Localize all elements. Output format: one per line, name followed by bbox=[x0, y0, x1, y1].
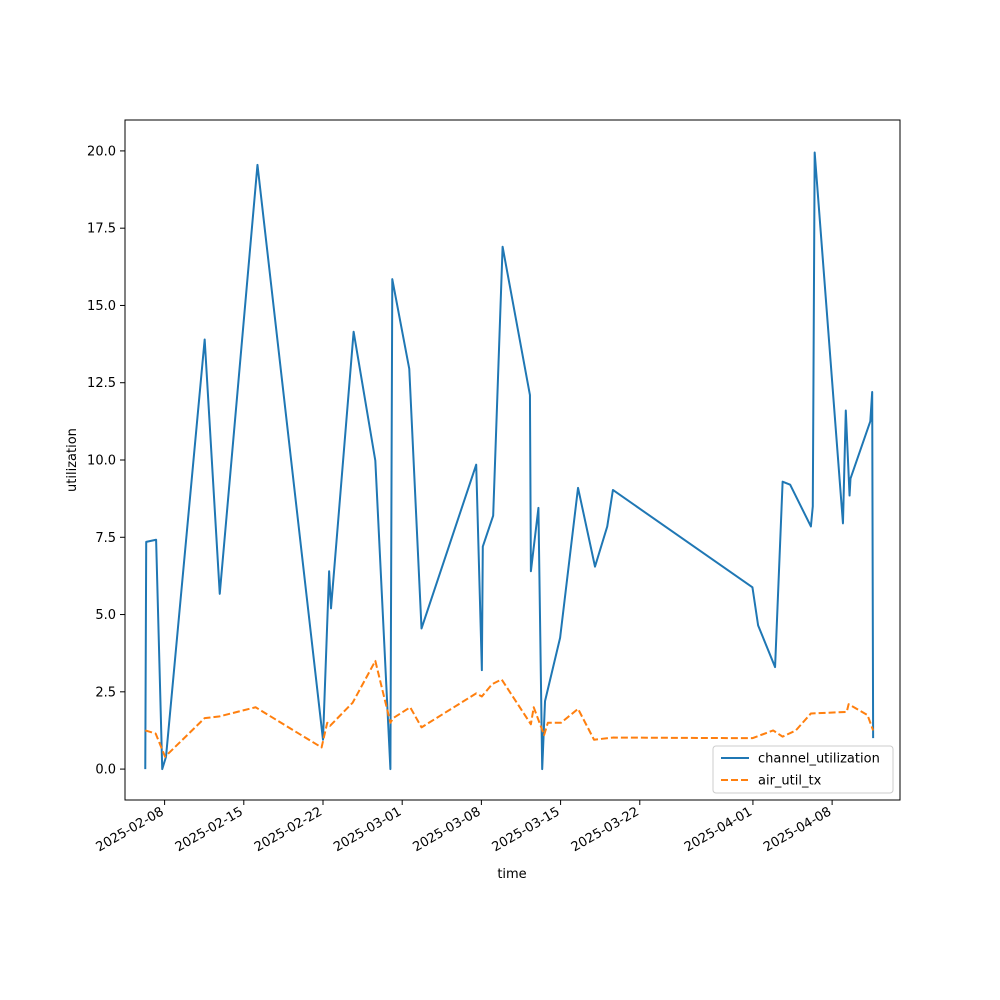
y-tick-label: 10.0 bbox=[87, 454, 116, 469]
y-tick-label: 7.5 bbox=[95, 531, 116, 546]
y-tick-label: 15.0 bbox=[87, 299, 116, 314]
series-layer bbox=[144, 151, 875, 771]
y-tick-label: 5.0 bbox=[95, 608, 116, 623]
y-axis: 0.0 2.5 5.0 7.5 10.0 12.5 15.0 17.5 20.0 bbox=[87, 144, 125, 778]
legend: channel_utilization air_util_tx bbox=[712, 745, 894, 794]
series-line-channel-utilization bbox=[144, 151, 875, 771]
x-axis-label: time bbox=[497, 867, 526, 882]
legend-label: channel_utilization bbox=[758, 752, 880, 767]
y-tick-label: 20.0 bbox=[87, 144, 116, 159]
y-tick-label: 12.5 bbox=[87, 376, 116, 391]
y-tick-label: 0.0 bbox=[95, 763, 116, 778]
y-tick-label: 17.5 bbox=[87, 222, 116, 237]
legend-label: air_util_tx bbox=[758, 774, 822, 789]
y-axis-label: utilization bbox=[65, 428, 80, 492]
series-line-air-util-tx bbox=[144, 659, 875, 758]
legend-box bbox=[712, 745, 894, 794]
y-tick-label: 2.5 bbox=[95, 685, 116, 700]
